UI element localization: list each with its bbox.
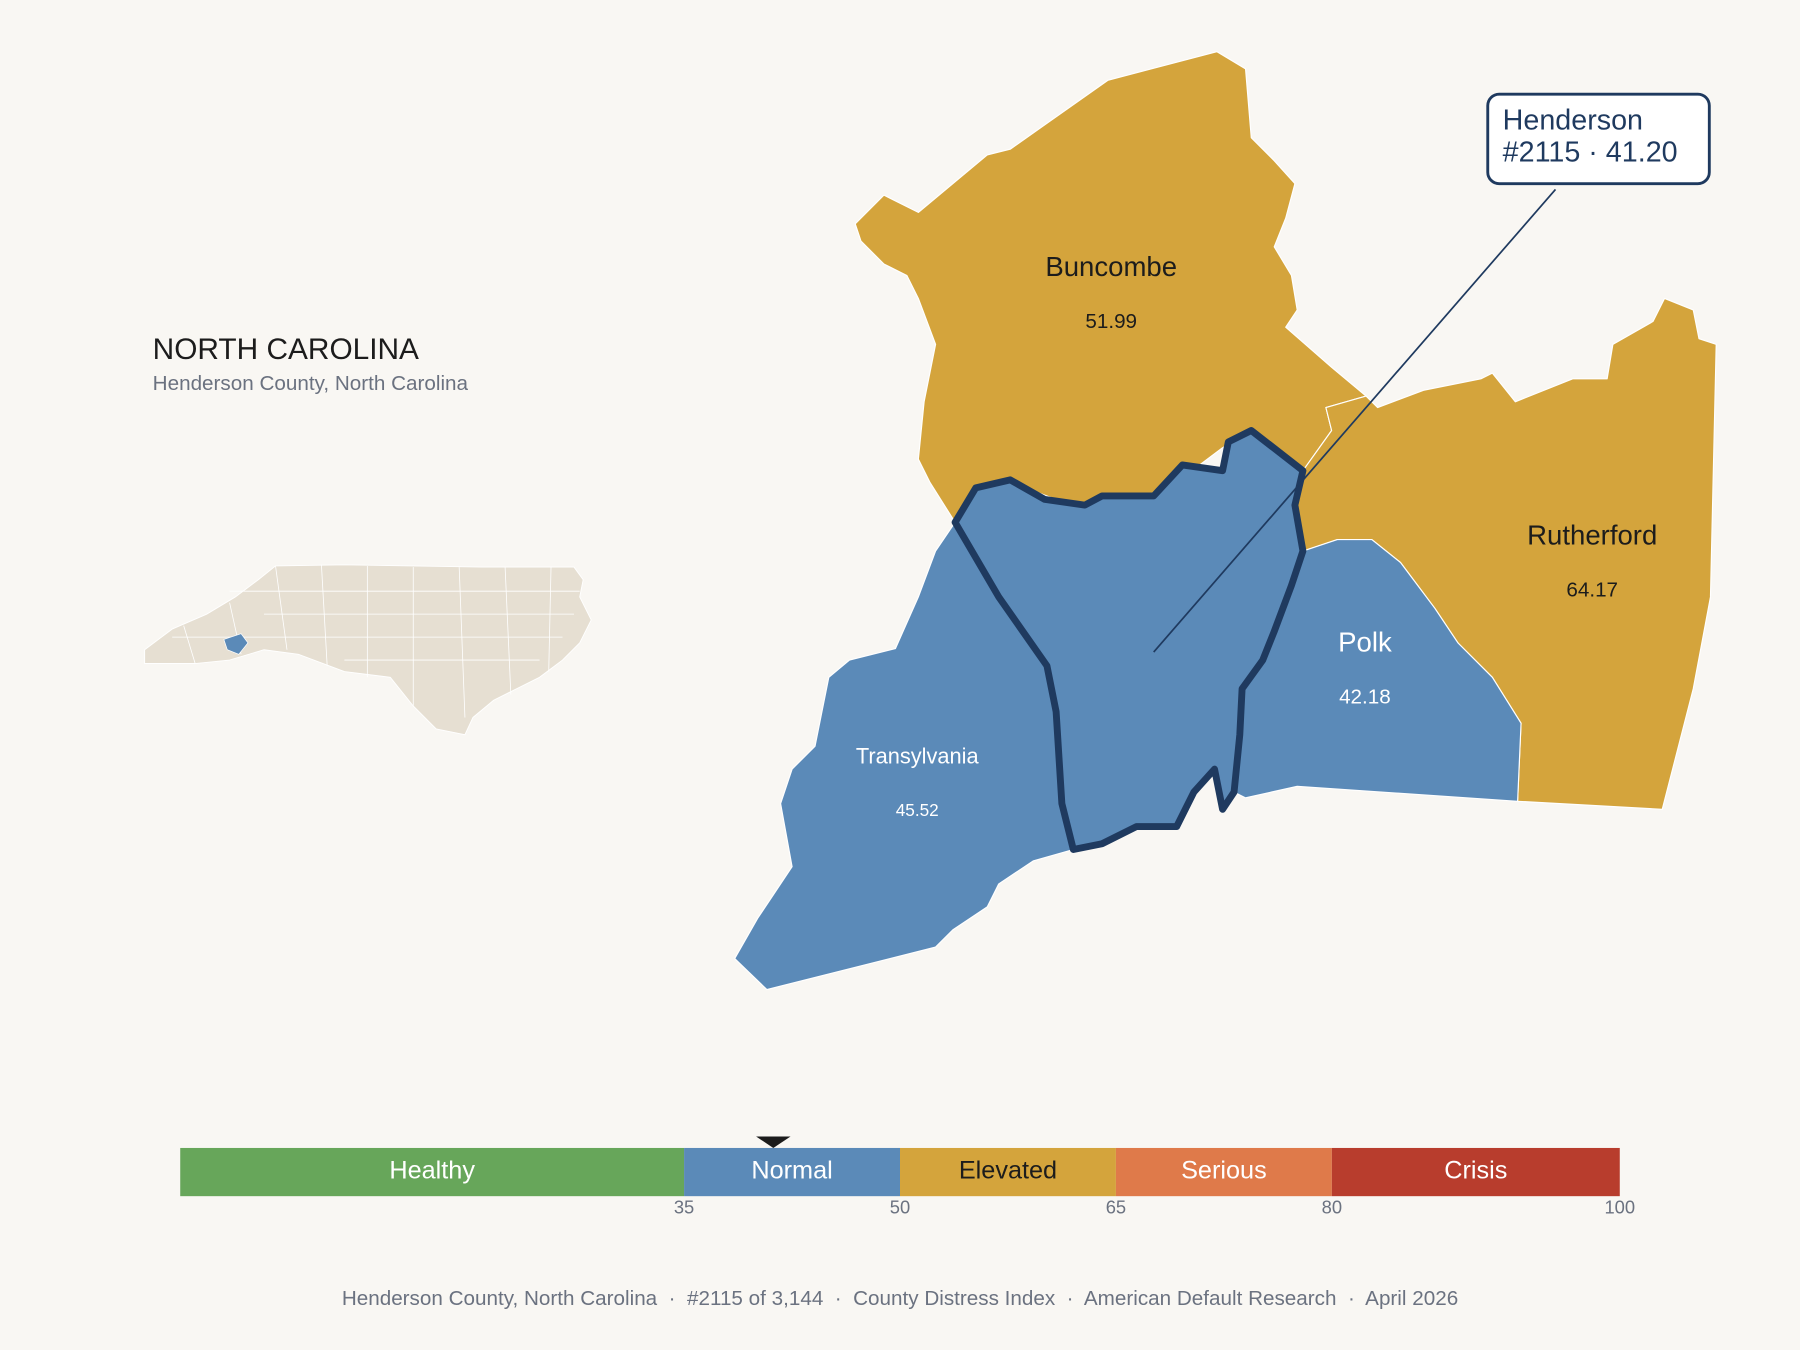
county-name: Polk [1338, 626, 1392, 657]
locator-highlight [223, 633, 249, 655]
leader-line [1153, 188, 1557, 653]
county-layer: Buncombe 51.99 Rutherford 64.17 Polk 42.18 Tra… [734, 51, 1717, 991]
county-value: 51.99 [1085, 310, 1137, 333]
legend-band [1115, 1147, 1332, 1197]
footer: Henderson County, North Carolina · #2115… [342, 1287, 1458, 1310]
legend-band [1331, 1147, 1620, 1197]
legend-band [180, 1147, 685, 1197]
county-value: 64.17 [1566, 579, 1618, 602]
legend-band [900, 1147, 1116, 1197]
legend: Healthy 35 Normal 50 Elevated 65 Serious 80 Cris… [180, 1136, 1635, 1218]
callout-box [1486, 92, 1711, 186]
county-name: Rutherford [1527, 520, 1657, 551]
county-value: 42.18 [1339, 685, 1391, 708]
legend-band-label: Serious [1181, 1157, 1267, 1185]
county-name: Buncombe [1045, 251, 1177, 282]
county [854, 51, 1367, 523]
county-name: Transylvania [856, 743, 980, 768]
legend-tick-label: 35 [674, 1197, 694, 1218]
subtitle: Henderson County, North Carolina [153, 372, 469, 395]
legend-pointer [756, 1136, 791, 1148]
county [951, 427, 1307, 853]
legend-band [684, 1147, 900, 1197]
legend-tick-label: 65 [1106, 1197, 1126, 1218]
legend-tick-label: 100 [1604, 1197, 1635, 1218]
state-grid [172, 564, 580, 718]
legend-band-label: Normal [751, 1157, 832, 1185]
state-outline [144, 564, 592, 736]
legend-band-label: Crisis [1444, 1157, 1507, 1185]
title: NORTH CAROLINA [153, 333, 419, 366]
legend-band-label: Elevated [959, 1157, 1057, 1185]
county-value: 45.52 [896, 800, 939, 820]
legend-band-label: Healthy [389, 1157, 475, 1185]
legend-tick-label: 80 [1322, 1197, 1342, 1218]
callout-detail: #2115 · 41.20 [1503, 136, 1678, 168]
callout-title: Henderson [1503, 104, 1643, 136]
legend-tick-label: 50 [890, 1197, 910, 1218]
